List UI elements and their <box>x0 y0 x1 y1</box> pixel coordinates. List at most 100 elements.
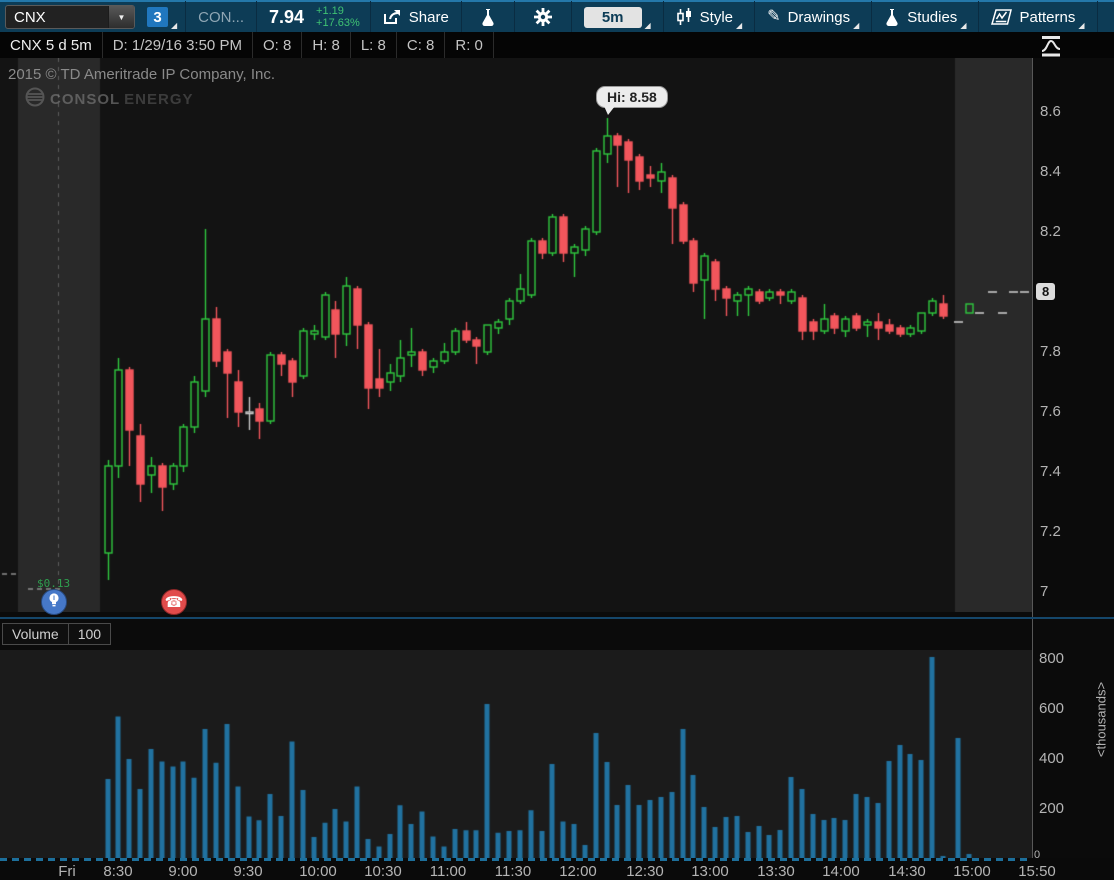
drawings-menu-button[interactable]: ✎ Drawings ◢ <box>755 1 871 33</box>
toolbar-separator <box>662 1 664 33</box>
dropdown-corner-icon: ◢ <box>736 21 743 30</box>
time-axis-label: 11:30 <box>494 863 532 880</box>
volume-axis-label: 600 <box>1039 700 1065 717</box>
symbol-value[interactable]: CNX <box>14 8 46 26</box>
time-axis-label: 10:00 <box>299 863 337 880</box>
price-axis-label: 8.2 <box>1040 223 1061 240</box>
idea-marker[interactable] <box>41 589 67 615</box>
toolbar-separator <box>1096 1 1098 33</box>
time-axis-label: 14:30 <box>888 863 926 880</box>
time-axis-label: 9:30 <box>233 863 263 880</box>
symbol-dropdown-button[interactable]: ▼ <box>108 6 134 28</box>
dropdown-corner-icon: ◢ <box>960 21 967 30</box>
chart-settings-button[interactable] <box>515 1 571 33</box>
patterns-label: Patterns <box>1019 8 1076 26</box>
time-axis-label: 12:00 <box>559 863 597 880</box>
last-price: 7.94 <box>269 6 305 27</box>
change-value: +1.19 <box>316 5 344 17</box>
patterns-icon <box>991 9 1013 25</box>
gear-icon <box>533 7 553 27</box>
price-chart-pane: 2015 © TD Ameritrade IP Company, Inc. CO… <box>0 58 1114 617</box>
volume-study-header: Volume 100 <box>2 623 112 645</box>
chart-mode-toggle-button[interactable] <box>1038 34 1064 62</box>
last-price-axis-marker: 8 <box>1036 283 1056 300</box>
symbol-input[interactable]: CNX ▼ <box>5 5 135 29</box>
time-axis-label: 14:00 <box>822 863 860 880</box>
chart-toolbar: CNX ▼ 3 ◢ CON... 7.94 +1.19 +17.63% Shar… <box>0 0 1114 33</box>
volume-study-label[interactable]: Volume <box>2 623 69 645</box>
toolbar-separator <box>460 1 462 33</box>
pencil-icon: ✎ <box>767 8 781 25</box>
chevron-down-icon: ▼ <box>117 12 126 22</box>
bar-low: L: 8 <box>351 32 397 58</box>
drawings-label: Drawings <box>787 8 851 26</box>
time-axis-label: 15:50 <box>1018 863 1056 880</box>
toolbar-separator <box>369 1 371 33</box>
symbol-description: CON... <box>198 8 244 26</box>
style-menu-button[interactable]: Style ◢ <box>664 1 755 33</box>
toolbar-separator <box>871 1 873 33</box>
bar-open: O: 8 <box>253 32 303 58</box>
time-axis-label: Fri <box>58 863 76 880</box>
dropdown-corner-icon: ◢ <box>853 21 860 30</box>
toolbar-separator <box>570 1 572 33</box>
time-axis-label: 10:30 <box>364 863 402 880</box>
patterns-menu-button[interactable]: Patterns ◢ <box>979 1 1096 33</box>
note-price-label: $0.13 <box>37 577 71 590</box>
alert-marker[interactable]: ☎ <box>161 589 187 615</box>
share-icon <box>383 9 402 25</box>
phone-icon: ☎ <box>164 594 184 611</box>
price-axis-label: 7.2 <box>1040 523 1061 540</box>
price-axis-label: 7 <box>1040 583 1049 600</box>
volume-chart-canvas[interactable] <box>0 650 1032 860</box>
volume-pane: Volume 100 800 600 400 200 0 <box>0 617 1114 861</box>
price-chart-canvas[interactable] <box>0 58 1032 612</box>
price-axis[interactable]: 8.6 8.4 8.2 7.8 7.6 7.4 7.2 7 8 <box>1032 58 1114 617</box>
toolbar-separator <box>185 1 187 33</box>
style-label: Style <box>699 8 734 26</box>
toolbar-separator <box>513 1 515 33</box>
volume-axis-unit: <thousands> <box>1093 681 1109 758</box>
link-group-badge[interactable]: 3 <box>147 7 168 27</box>
share-button[interactable]: Share <box>371 1 461 33</box>
onDemand-button[interactable] <box>462 1 514 33</box>
time-axis-label: 8:30 <box>103 863 133 880</box>
price-axis-label: 7.8 <box>1040 343 1061 360</box>
price-axis-label: 8.6 <box>1040 103 1061 120</box>
price-change: +1.19 +17.63% <box>316 5 360 29</box>
studies-label: Studies <box>907 8 958 26</box>
chart-status-bar: CNX 5 d 5m D: 1/29/16 3:50 PM O: 8 H: 8 … <box>0 32 1114 58</box>
dropdown-corner-icon: ◢ <box>1078 21 1085 30</box>
share-label: Share <box>408 8 449 26</box>
linked-group-button[interactable]: 3 ◢ <box>135 1 185 33</box>
toolbar-separator <box>754 1 756 33</box>
toolbar-separator <box>978 1 980 33</box>
dropdown-corner-icon: ◢ <box>171 21 178 30</box>
time-axis-label: 12:30 <box>626 863 664 880</box>
timeframe-value[interactable]: 5m <box>583 6 642 28</box>
timeframe-button[interactable]: 5m ◢ <box>572 1 663 33</box>
price-axis-label: 7.6 <box>1040 403 1061 420</box>
bar-high: H: 8 <box>302 32 351 58</box>
bar-datetime: D: 1/29/16 3:50 PM <box>103 32 253 58</box>
time-axis-label: 11:00 <box>429 863 467 880</box>
volume-axis-line <box>1032 619 1033 858</box>
chart-style-icon <box>676 8 693 26</box>
volume-study-value[interactable]: 100 <box>68 623 112 645</box>
studies-menu-button[interactable]: Studies ◢ <box>872 1 978 33</box>
axis-dashed-divider <box>0 858 1032 861</box>
time-axis-label: 15:00 <box>953 863 991 880</box>
time-axis[interactable]: Fri 8:30 9:00 9:30 10:00 10:30 11:00 11:30 12:00… <box>0 858 1114 880</box>
high-of-day-bubble: Hi: 8.58 <box>596 86 668 115</box>
lightbulb-icon <box>46 592 62 613</box>
toolbar-separator <box>256 1 257 33</box>
price-axis-label: 8.4 <box>1040 163 1061 180</box>
volume-axis-zero: 0 <box>1034 849 1041 861</box>
flask-icon <box>884 8 900 26</box>
time-axis-label: 13:00 <box>691 863 729 880</box>
bar-range: R: 0 <box>445 32 494 58</box>
chart-description: CNX 5 d 5m <box>0 32 103 58</box>
price-axis-label: 7.4 <box>1040 463 1061 480</box>
volume-axis-label: 200 <box>1039 800 1065 817</box>
time-axis-label: 13:30 <box>757 863 795 880</box>
